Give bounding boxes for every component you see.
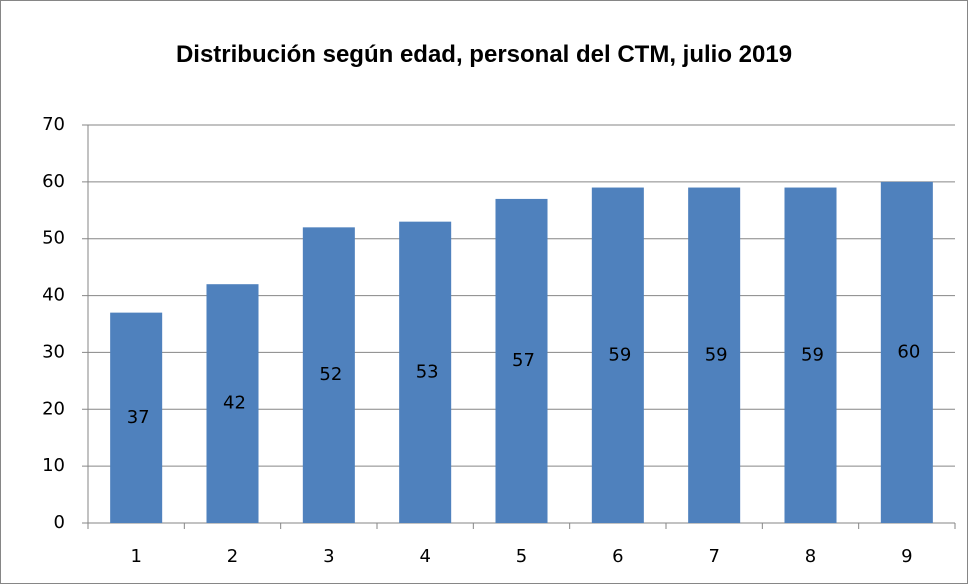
bar (688, 187, 741, 524)
x-tick-label: 8 (805, 546, 816, 567)
y-tick-label: 60 (42, 171, 65, 192)
x-tick-label: 2 (227, 546, 238, 567)
bar (495, 198, 548, 523)
bar (591, 187, 644, 524)
data-label: 60 (897, 341, 920, 362)
x-tick-label: 9 (901, 546, 912, 567)
data-label: 59 (801, 344, 824, 365)
y-tick-label: 50 (42, 228, 65, 249)
x-tick-label: 3 (323, 546, 334, 567)
y-tick-label: 0 (54, 512, 65, 533)
data-label: 37 (127, 407, 150, 428)
bar (399, 221, 452, 523)
x-tick-label: 6 (612, 546, 623, 567)
y-tick-label: 40 (42, 285, 65, 306)
y-tick-label: 10 (42, 455, 65, 476)
bar (206, 284, 259, 523)
x-tick-label: 4 (419, 546, 430, 567)
y-tick-label: 70 (42, 114, 65, 135)
data-label: 57 (512, 350, 535, 371)
x-tick-label: 5 (516, 546, 527, 567)
data-label: 52 (319, 364, 342, 385)
chart-title: Distribución según edad, personal del CT… (175, 41, 793, 68)
data-label: 42 (223, 393, 246, 414)
bar (302, 227, 355, 524)
y-tick-label: 30 (42, 341, 65, 362)
data-label: 53 (416, 361, 439, 382)
bar (784, 187, 837, 524)
bar (880, 181, 933, 523)
bar (110, 312, 163, 523)
y-tick-label: 20 (42, 398, 65, 419)
x-tick-label: 1 (130, 546, 141, 567)
x-tick-label: 7 (708, 546, 719, 567)
data-label: 59 (608, 344, 631, 365)
data-label: 59 (705, 344, 728, 365)
